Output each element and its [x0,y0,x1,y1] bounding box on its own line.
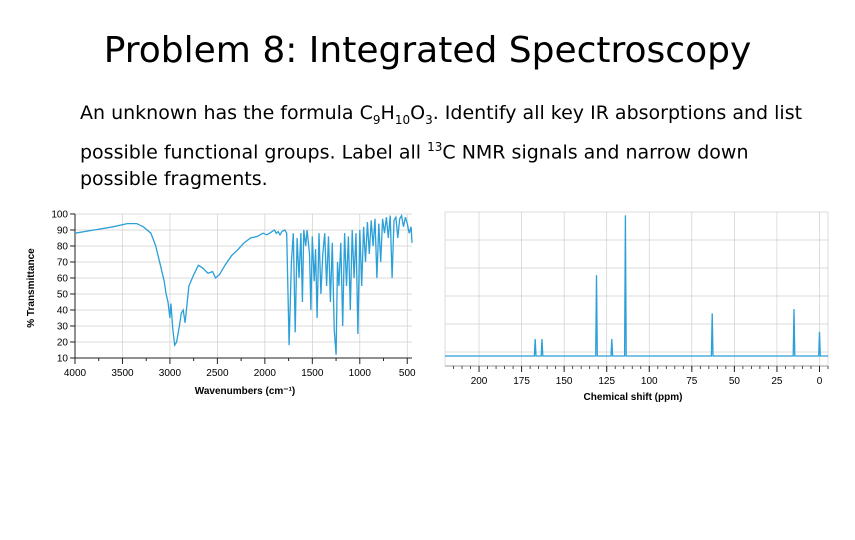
ir-ylabel: % Transmittance [26,248,37,328]
nmr-spectrum-chart: 200 175 150 125 100 75 50 25 0 Chemical shift (p… [444,211,829,403]
ir-xtick-label: 1000 [349,368,372,379]
ir-xtick-label: 4000 [64,368,87,379]
ir-spectrum-line [74,213,413,355]
ir-ytick-label: 40 [57,306,69,317]
nmr-xtick-label: 100 [641,376,658,387]
nmr-xlabel: Chemical shift (ppm) [584,392,683,403]
ir-xtick-label: 500 [399,368,416,379]
ir-ytick-label: 90 [57,226,69,237]
ir-ytick-label: 60 [57,274,69,285]
ir-ytick-label: 70 [57,258,69,269]
nmr-xtick-label: 25 [771,376,783,387]
ir-ytick-label: 30 [57,322,69,333]
nmr-xtick-label: 50 [729,376,741,387]
problem-statement: An unknown has the formula C9H10O3. Iden… [80,102,803,191]
ir-xlabel: Wavenumbers (cm⁻¹) [195,386,295,397]
nmr-xtick-label: 125 [598,376,615,387]
ir-xtick-label: 1500 [301,368,324,379]
ir-ytick-label: 10 [57,354,69,365]
ir-spectrum-chart: 10 20 30 40 50 60 70 80 90 100 4000 3500 3000 2500 200… [26,210,416,398]
ir-ytick-label: 80 [57,242,69,253]
ir-xtick-label: 3500 [111,368,134,379]
nmr-xtick-label: 175 [513,376,530,387]
nmr-xtick-label: 150 [556,376,573,387]
ir-ytick-label: 100 [51,210,68,221]
ir-ytick-label: 20 [57,338,69,349]
nmr-spectrum-line [445,215,828,357]
nmr-xtick-label: 0 [817,376,823,387]
nmr-plot-frame [444,211,829,367]
nmr-xtick-label: 200 [471,376,488,387]
nmr-xtick-label: 75 [686,376,698,387]
ir-xtick-label: 3000 [159,368,182,379]
ir-ytick-label: 50 [57,290,69,301]
ir-xtick-label: 2500 [206,368,229,379]
slide-title: Problem 8: Integrated Spectroscopy [103,30,752,71]
ir-xtick-label: 2000 [254,368,277,379]
